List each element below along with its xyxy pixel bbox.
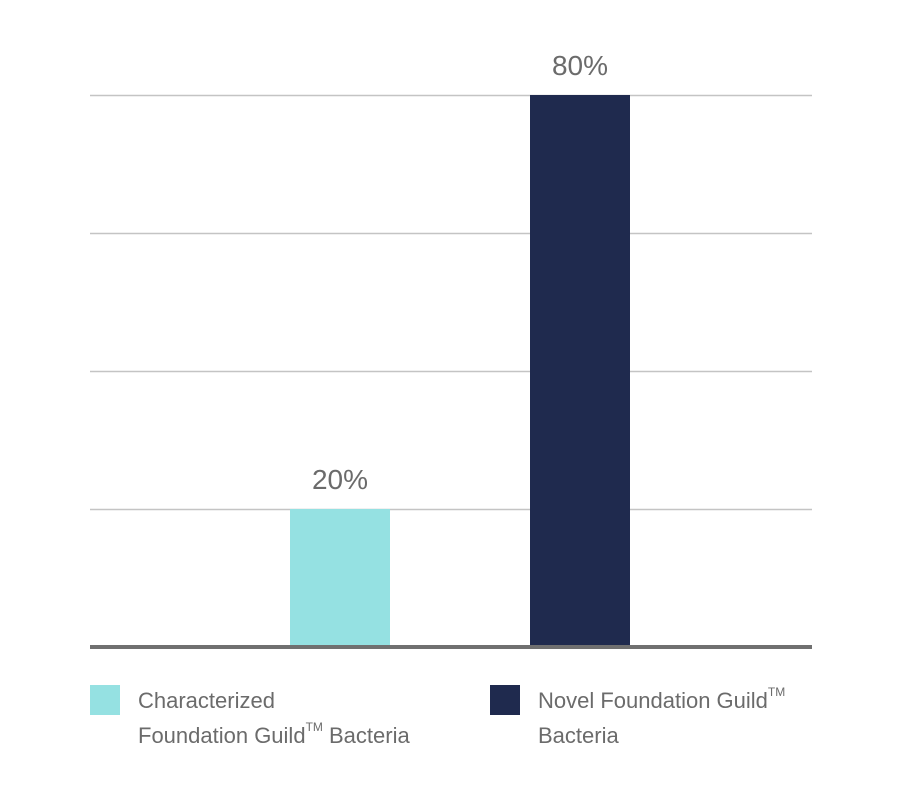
legend-swatch-novel xyxy=(490,685,520,715)
trademark-mark: TM xyxy=(305,720,323,734)
bar xyxy=(290,509,390,647)
legend-label-novel: Novel Foundation GuildTM Bacteria xyxy=(538,683,785,753)
legend-label-line1: Characterized xyxy=(138,688,275,713)
value-labels: 20% 80% xyxy=(312,50,608,495)
bar-chart: 20% 80% xyxy=(90,50,812,649)
legend-item-characterized: Characterized Foundation GuildTM Bacteri… xyxy=(90,683,470,753)
legend-label-line1: Novel Foundation Guild xyxy=(538,688,768,713)
bar-value-label: 20% xyxy=(312,464,368,495)
legend-label-line2-end: Bacteria xyxy=(322,723,410,748)
legend-item-novel: Novel Foundation GuildTM Bacteria xyxy=(490,683,850,753)
legend-label-characterized: Characterized Foundation GuildTM Bacteri… xyxy=(138,683,410,753)
legend-swatch-characterized xyxy=(90,685,120,715)
bars xyxy=(290,95,630,647)
legend-label-line2: Foundation Guild xyxy=(138,723,306,748)
trademark-mark: TM xyxy=(767,685,786,699)
bar-value-label: 80% xyxy=(552,50,608,81)
bar xyxy=(530,95,630,647)
gridlines xyxy=(90,94,812,511)
legend-label-line2: Bacteria xyxy=(538,723,619,748)
